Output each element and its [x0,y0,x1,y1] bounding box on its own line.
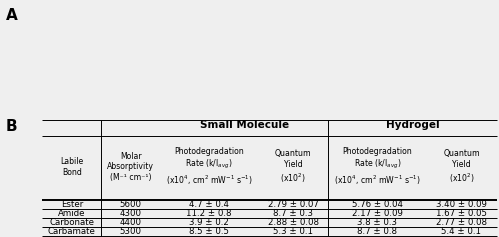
Text: Ester: Ester [61,200,83,209]
Text: 5.76 ± 0.04: 5.76 ± 0.04 [352,200,403,209]
Text: B: B [6,118,17,134]
Text: 4.7 ± 0.4: 4.7 ± 0.4 [189,200,229,209]
Text: 5.3 ± 0.1: 5.3 ± 0.1 [273,227,313,236]
Text: 8.7 ± 0.8: 8.7 ± 0.8 [357,227,397,236]
Text: 2.17 ± 0.09: 2.17 ± 0.09 [352,209,403,218]
Text: 5300: 5300 [120,227,142,236]
Text: 2.88 ± 0.08: 2.88 ± 0.08 [268,218,319,227]
Text: Carbamate: Carbamate [48,227,96,236]
Text: Quantum
Yield
(x10$^2$): Quantum Yield (x10$^2$) [443,149,480,185]
Text: 3.40 ± 0.09: 3.40 ± 0.09 [436,200,487,209]
Text: Small Molecule: Small Molecule [200,120,289,130]
Text: 8.7 ± 0.3: 8.7 ± 0.3 [273,209,313,218]
Text: Amide: Amide [58,209,86,218]
Text: 11.2 ± 0.8: 11.2 ± 0.8 [187,209,232,218]
Text: Labile
Bond: Labile Bond [60,157,83,177]
Text: 1.67 ± 0.05: 1.67 ± 0.05 [436,209,487,218]
Text: A: A [6,8,18,23]
Text: 3.8 ± 0.3: 3.8 ± 0.3 [357,218,397,227]
Text: 2.79 ± 0.07: 2.79 ± 0.07 [268,200,319,209]
Text: Hydrogel: Hydrogel [386,120,439,130]
Text: 4300: 4300 [120,209,142,218]
Text: Photodegradation
Rate (k/I$_{avg}$)
(x10$^4$, cm$^2$ mW$^{-1}$ s$^{-1}$): Photodegradation Rate (k/I$_{avg}$) (x10… [166,147,252,187]
Text: 8.5 ± 0.5: 8.5 ± 0.5 [189,227,229,236]
Text: Photodegradation
Rate (k/I$_{avg}$)
(x10$^4$, cm$^2$ mW$^{-1}$ s$^{-1}$): Photodegradation Rate (k/I$_{avg}$) (x10… [334,147,421,187]
Text: 5600: 5600 [120,200,142,209]
Text: 5.4 ± 0.1: 5.4 ± 0.1 [442,227,482,236]
Text: 3.9 ± 0.2: 3.9 ± 0.2 [189,218,229,227]
Text: 2.77 ± 0.08: 2.77 ± 0.08 [436,218,487,227]
Text: Molar
Absorptivity
(M⁻¹ cm⁻¹): Molar Absorptivity (M⁻¹ cm⁻¹) [107,152,154,182]
Text: 4400: 4400 [120,218,142,227]
Text: Carbonate: Carbonate [49,218,94,227]
Text: Quantum
Yield
(x10$^2$): Quantum Yield (x10$^2$) [275,149,311,185]
